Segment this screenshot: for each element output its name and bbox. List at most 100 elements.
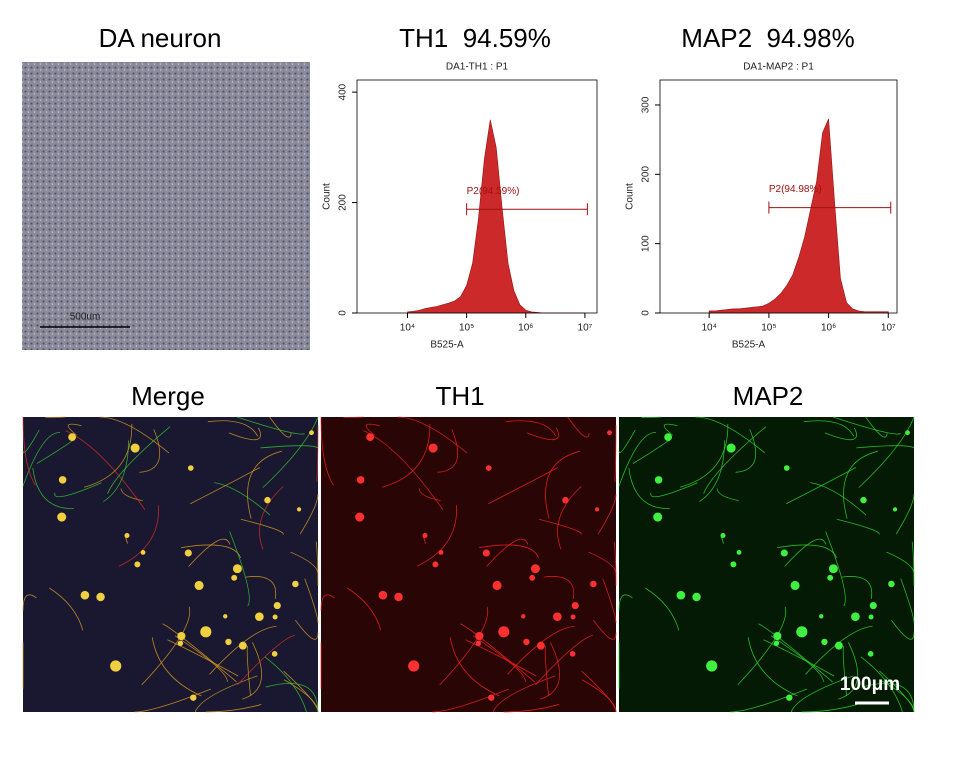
- fiber: [174, 635, 228, 682]
- fiber: [205, 704, 262, 713]
- soma: [58, 476, 67, 484]
- plot-frame: [356, 79, 598, 314]
- fiber: [188, 538, 231, 567]
- fiber: [618, 429, 636, 453]
- fiber: [316, 424, 319, 482]
- soma: [177, 631, 186, 641]
- fiber: [320, 594, 335, 611]
- fiber: [67, 423, 82, 436]
- fiber: [260, 445, 319, 449]
- soma: [867, 650, 874, 657]
- fiber: [526, 427, 559, 441]
- soma: [892, 507, 898, 512]
- fiber: [720, 536, 724, 544]
- fiber: [735, 429, 757, 473]
- soma: [200, 626, 212, 638]
- fiber: [167, 639, 239, 677]
- soma: [96, 592, 105, 602]
- fiber: [543, 576, 575, 599]
- fiber: [242, 642, 262, 700]
- fiber: [747, 637, 798, 697]
- soma: [569, 650, 576, 657]
- soma: [653, 512, 663, 522]
- soma: [177, 640, 184, 647]
- soma: [378, 590, 388, 600]
- fiber: [432, 688, 510, 713]
- x-axis-label: B525-A: [430, 340, 464, 351]
- panel-title: TH1 94.59%: [399, 23, 551, 53]
- fiber: [139, 429, 161, 473]
- soma: [273, 602, 281, 610]
- fiber: [895, 494, 915, 535]
- soma: [828, 564, 838, 574]
- fiber: [535, 634, 593, 686]
- fiber: [861, 683, 915, 713]
- fiber: [151, 637, 202, 697]
- fiber: [503, 704, 560, 713]
- soma: [488, 694, 495, 701]
- fiber: [900, 578, 915, 624]
- soma: [408, 660, 420, 672]
- x-axis-label: B525-A: [732, 340, 766, 351]
- histogram-area: [407, 119, 585, 314]
- soma: [428, 443, 438, 453]
- fiber: [194, 675, 258, 713]
- fiber: [730, 688, 808, 713]
- panel-title: Merge: [131, 381, 205, 411]
- fiber: [663, 423, 678, 436]
- fiber: [614, 424, 617, 482]
- fiber: [36, 439, 74, 464]
- fiber: [22, 594, 37, 611]
- fiber: [695, 416, 766, 454]
- fiber: [237, 634, 295, 686]
- fiber: [214, 482, 271, 516]
- soma: [355, 512, 365, 522]
- fiber: [758, 623, 833, 683]
- fiber: [259, 486, 284, 550]
- fiber: [54, 482, 102, 498]
- soma: [869, 602, 877, 610]
- fiber: [209, 625, 277, 675]
- fiber: [545, 450, 580, 519]
- soma: [238, 641, 247, 650]
- fiber: [418, 488, 441, 502]
- fiber: [124, 536, 128, 544]
- panel-title: MAP2 94.98%: [681, 23, 854, 53]
- fiber: [763, 639, 835, 677]
- fiber: [507, 625, 575, 675]
- x-tick-label: 10⁵: [459, 323, 474, 334]
- fiber: [567, 416, 590, 438]
- soma: [888, 580, 895, 588]
- fiber: [602, 578, 617, 624]
- soma: [80, 590, 90, 600]
- soma: [676, 590, 686, 600]
- fiber: [790, 675, 854, 713]
- soma: [309, 430, 314, 436]
- soma: [498, 626, 510, 638]
- soma: [570, 614, 576, 620]
- soma: [868, 614, 874, 620]
- fiber: [803, 420, 855, 437]
- fiber: [618, 431, 657, 487]
- fiber: [557, 486, 582, 550]
- fiber: [581, 670, 617, 713]
- soma: [819, 614, 824, 619]
- soma: [796, 626, 808, 638]
- plot-frame: [659, 79, 898, 314]
- soma: [140, 549, 146, 555]
- panel-title: TH1: [435, 381, 484, 411]
- fiber: [236, 416, 305, 435]
- fiber: [49, 587, 84, 631]
- fiber: [645, 587, 680, 631]
- y-tick-label: 0: [338, 310, 349, 316]
- y-tick-label: 200: [338, 194, 349, 211]
- soma: [730, 561, 737, 568]
- soma: [790, 580, 800, 591]
- fiber: [865, 416, 888, 438]
- y-tick-label: 0: [641, 310, 652, 316]
- th1-image: [320, 416, 617, 713]
- soma: [366, 433, 375, 442]
- x-tick-label: 10⁷: [881, 323, 896, 334]
- soma: [905, 430, 910, 436]
